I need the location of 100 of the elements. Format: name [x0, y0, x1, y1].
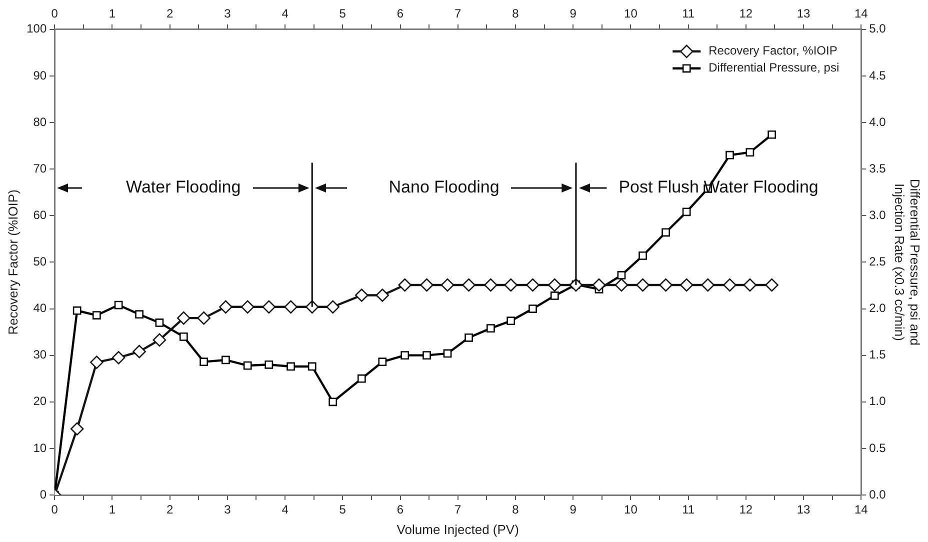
x-tick-label: 12: [739, 502, 753, 517]
y-tick-label: 20: [33, 394, 47, 408]
point: [440, 278, 454, 292]
point: [90, 356, 104, 369]
point: [92, 311, 101, 320]
point: [240, 300, 254, 314]
point: [422, 351, 431, 360]
point: [462, 278, 476, 292]
point: [155, 318, 164, 327]
x-tick-label: 2: [166, 502, 174, 517]
x2-tick-label: 5: [339, 6, 346, 21]
x2-tick-label: 10: [624, 6, 638, 21]
point: [526, 278, 540, 292]
point: [132, 344, 146, 358]
y-tick-label: 0: [40, 487, 47, 502]
y-tick-label: 70: [33, 161, 47, 176]
point: [326, 300, 340, 314]
point: [200, 358, 208, 366]
y2-tick-label: 1.0: [869, 394, 886, 408]
point: [592, 278, 606, 292]
point: [328, 398, 338, 406]
x-axis-title: Volume Injected (PV): [396, 522, 519, 537]
x-tick-label: 8: [512, 502, 520, 517]
point: [548, 278, 562, 292]
legend-label: Recovery Factor, %IOIP: [708, 44, 838, 58]
point: [420, 278, 434, 292]
y2-tick-label: 0.0: [869, 487, 886, 502]
x2-tick-label: 6: [396, 6, 404, 21]
point: [135, 310, 144, 319]
point: [378, 358, 387, 366]
point: [219, 300, 232, 314]
x-tick-label: 5: [339, 502, 346, 517]
point: [443, 349, 452, 358]
y-tick-label: 40: [33, 301, 47, 316]
point: [357, 374, 366, 383]
annotation: Nano Flooding: [388, 177, 500, 196]
point: [264, 360, 274, 369]
x-tick-label: 9: [570, 502, 577, 517]
y2-axis-title: Differential Pressure, psi and Injection Rate (x0.3 cc/min): [892, 178, 923, 346]
point: [662, 228, 670, 237]
point: [659, 278, 672, 292]
x2-tick-label: 14: [854, 6, 868, 21]
x-tick-label: 3: [224, 502, 232, 517]
point: [550, 292, 559, 300]
x-tick-label: 13: [796, 502, 811, 517]
point: [701, 278, 715, 292]
x2-tick-label: 4: [282, 6, 289, 21]
x2-tick-label: 3: [224, 6, 232, 21]
point: [400, 351, 410, 360]
point: [486, 324, 495, 332]
point: [308, 362, 316, 371]
x-tick-label: 6: [396, 502, 404, 517]
point: [197, 311, 210, 325]
x2-tick-label: 1: [108, 6, 116, 21]
x2-tick-label: 12: [739, 6, 753, 21]
x-tick-label: 10: [624, 502, 638, 517]
point: [286, 362, 295, 371]
y-tick-label: 50: [33, 254, 47, 269]
point: [355, 288, 368, 302]
point: [72, 306, 82, 315]
x-tick-label: 1: [108, 502, 116, 517]
y2-tick-label: 4.5: [869, 68, 886, 82]
x-tick-label: 14: [854, 502, 868, 517]
y-tick-label: 80: [33, 114, 47, 129]
point: [614, 278, 628, 292]
point: [243, 361, 252, 370]
y-tick-label: 60: [33, 208, 47, 222]
y2-tick-label: 1.5: [869, 348, 886, 362]
y2-tick-label: 2.5: [869, 254, 886, 269]
point: [70, 422, 84, 436]
y2-tick-label: 4.0: [869, 114, 886, 129]
point: [746, 148, 754, 157]
x2-tick-label: 2: [166, 6, 174, 21]
x2-tick-label: 11: [682, 6, 695, 21]
point: [464, 333, 473, 342]
y-tick-label: 100: [26, 22, 47, 36]
point: [484, 278, 498, 292]
annotation: Water Flooding: [126, 177, 241, 196]
point: [617, 271, 626, 280]
y-tick-label: 90: [33, 68, 47, 82]
y2-tick-label: 0.5: [869, 440, 886, 455]
point: [179, 332, 188, 341]
point: [765, 278, 778, 292]
point: [376, 288, 390, 302]
x2-tick-label: 13: [796, 6, 811, 21]
x-tick-label: 4: [282, 502, 289, 517]
point: [768, 130, 776, 139]
x-tick-label: 7: [454, 502, 462, 517]
point: [262, 300, 276, 314]
x2-tick-label: 9: [570, 6, 577, 21]
y2-tick-label: 5.0: [869, 22, 886, 36]
x2-tick-label: 0: [51, 6, 58, 21]
point: [398, 278, 412, 292]
x2-tick-label: 8: [512, 6, 520, 21]
y-tick-label: 10: [33, 440, 47, 455]
point: [723, 278, 736, 292]
y2-tick-label: 3.5: [869, 161, 886, 176]
point: [682, 208, 691, 216]
point: [284, 300, 298, 314]
point: [506, 316, 516, 326]
